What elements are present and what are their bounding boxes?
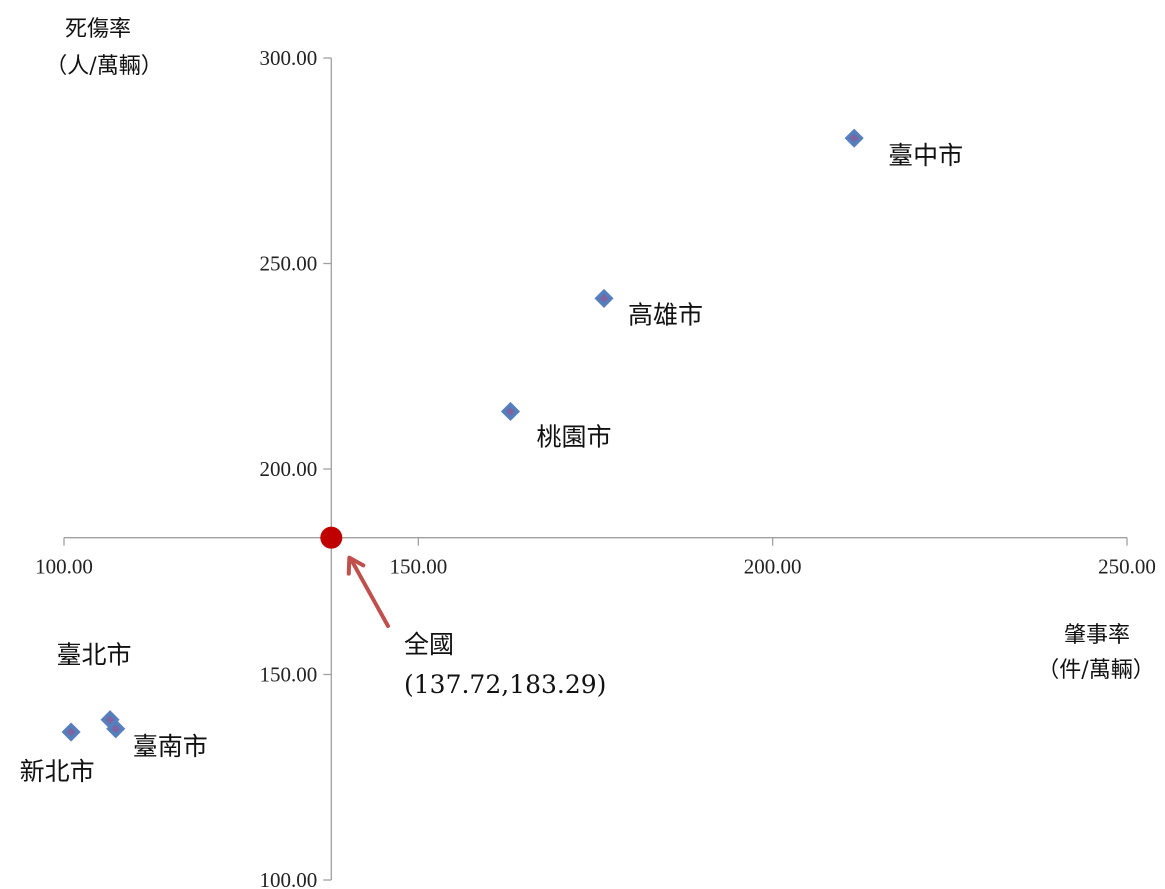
x-axis-title-line2: （件/萬輛） [1037, 658, 1154, 683]
x-tick-label: 150.00 [389, 555, 447, 579]
point-label: 臺北市 [57, 641, 132, 670]
point-marker-inner [66, 727, 76, 737]
data-point: 臺南市 [106, 719, 208, 761]
point-label: 新北市 [20, 757, 95, 786]
national-value-label: (137.72,183.29) [404, 670, 606, 699]
data-point: 臺北市 [57, 641, 132, 730]
y-tick-label: 150.00 [260, 663, 318, 687]
point-marker-inner [111, 724, 121, 734]
tick-labels: 100.00 150.00 200.00 250.00 300.00 100.00 150.… [35, 46, 1156, 889]
axes [63, 57, 1128, 881]
x-tick-label: 250.00 [1098, 555, 1156, 579]
point-marker-inner [849, 133, 859, 143]
data-point: 臺中市 [844, 128, 963, 170]
national-label: 全國 [404, 630, 454, 659]
point-label: 臺南市 [133, 732, 208, 761]
national-point-marker [320, 526, 343, 549]
arrow-head [346, 555, 366, 576]
y-tick-label: 100.00 [260, 868, 318, 889]
x-tick-label: 200.00 [744, 555, 802, 579]
y-axis-title-line1: 死傷率 [65, 17, 131, 42]
point-label: 高雄市 [628, 300, 703, 329]
x-tick-label: 100.00 [35, 555, 93, 579]
y-tick-label: 300.00 [260, 46, 318, 70]
y-tick-label: 200.00 [260, 457, 318, 481]
point-label: 桃園市 [536, 422, 611, 451]
data-point: 新北市 [20, 722, 95, 786]
point-marker-inner [105, 715, 115, 725]
x-axis-title-line1: 肇事率 [1064, 623, 1130, 648]
point-label: 臺中市 [888, 141, 963, 170]
national-average [320, 526, 390, 628]
point-marker-inner [599, 293, 609, 303]
data-point: 高雄市 [594, 288, 703, 329]
data-point: 桃園市 [500, 401, 611, 451]
y-tick-label: 250.00 [260, 252, 318, 276]
point-marker-inner [505, 406, 515, 416]
y-axis-title-line2: （人/萬輛） [45, 54, 162, 79]
arrow-shaft [350, 559, 390, 628]
